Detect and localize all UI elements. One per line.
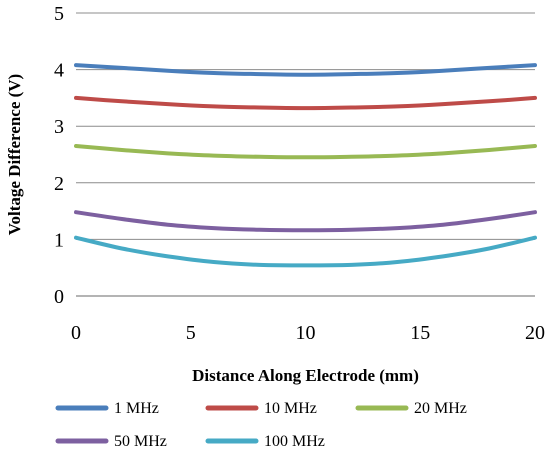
y-tick-label: 1 (54, 229, 64, 251)
x-tick-label: 5 (186, 322, 196, 344)
x-tick-label: 0 (71, 322, 81, 344)
legend: 1 MHz 10 MHz 20 MHz 50 MHz 100 MHz (55, 400, 467, 450)
series-line-3 (74, 210, 537, 233)
gridlines (76, 12, 535, 240)
legend-label-3: 50 MHz (114, 433, 167, 450)
x-tick-label: 20 (525, 322, 545, 344)
series-lines (74, 63, 537, 268)
x-axis-title: Distance Along Electrode (mm) (192, 366, 419, 385)
legend-label-0: 1 MHz (114, 400, 159, 417)
y-tick-label: 3 (54, 116, 64, 138)
legend-label-4: 100 MHz (264, 433, 325, 450)
y-tick-label: 2 (54, 173, 64, 195)
x-tick-labels: 0 5 10 15 20 (71, 322, 545, 344)
y-tick-label: 0 (54, 286, 64, 308)
legend-label-2: 20 MHz (414, 400, 467, 417)
series-line-0 (74, 63, 537, 77)
y-tick-labels: 0 1 2 3 4 5 (54, 3, 64, 308)
series-line-4 (74, 235, 537, 268)
legend-label-1: 10 MHz (264, 400, 317, 417)
y-tick-label: 5 (54, 3, 64, 25)
x-tick-label: 10 (296, 322, 316, 344)
y-tick-label: 4 (54, 60, 64, 82)
series-line-2 (74, 144, 537, 160)
x-tick-label: 15 (410, 322, 430, 344)
series-line-1 (74, 95, 537, 111)
y-axis-title: Voltage Difference (V) (5, 74, 24, 235)
